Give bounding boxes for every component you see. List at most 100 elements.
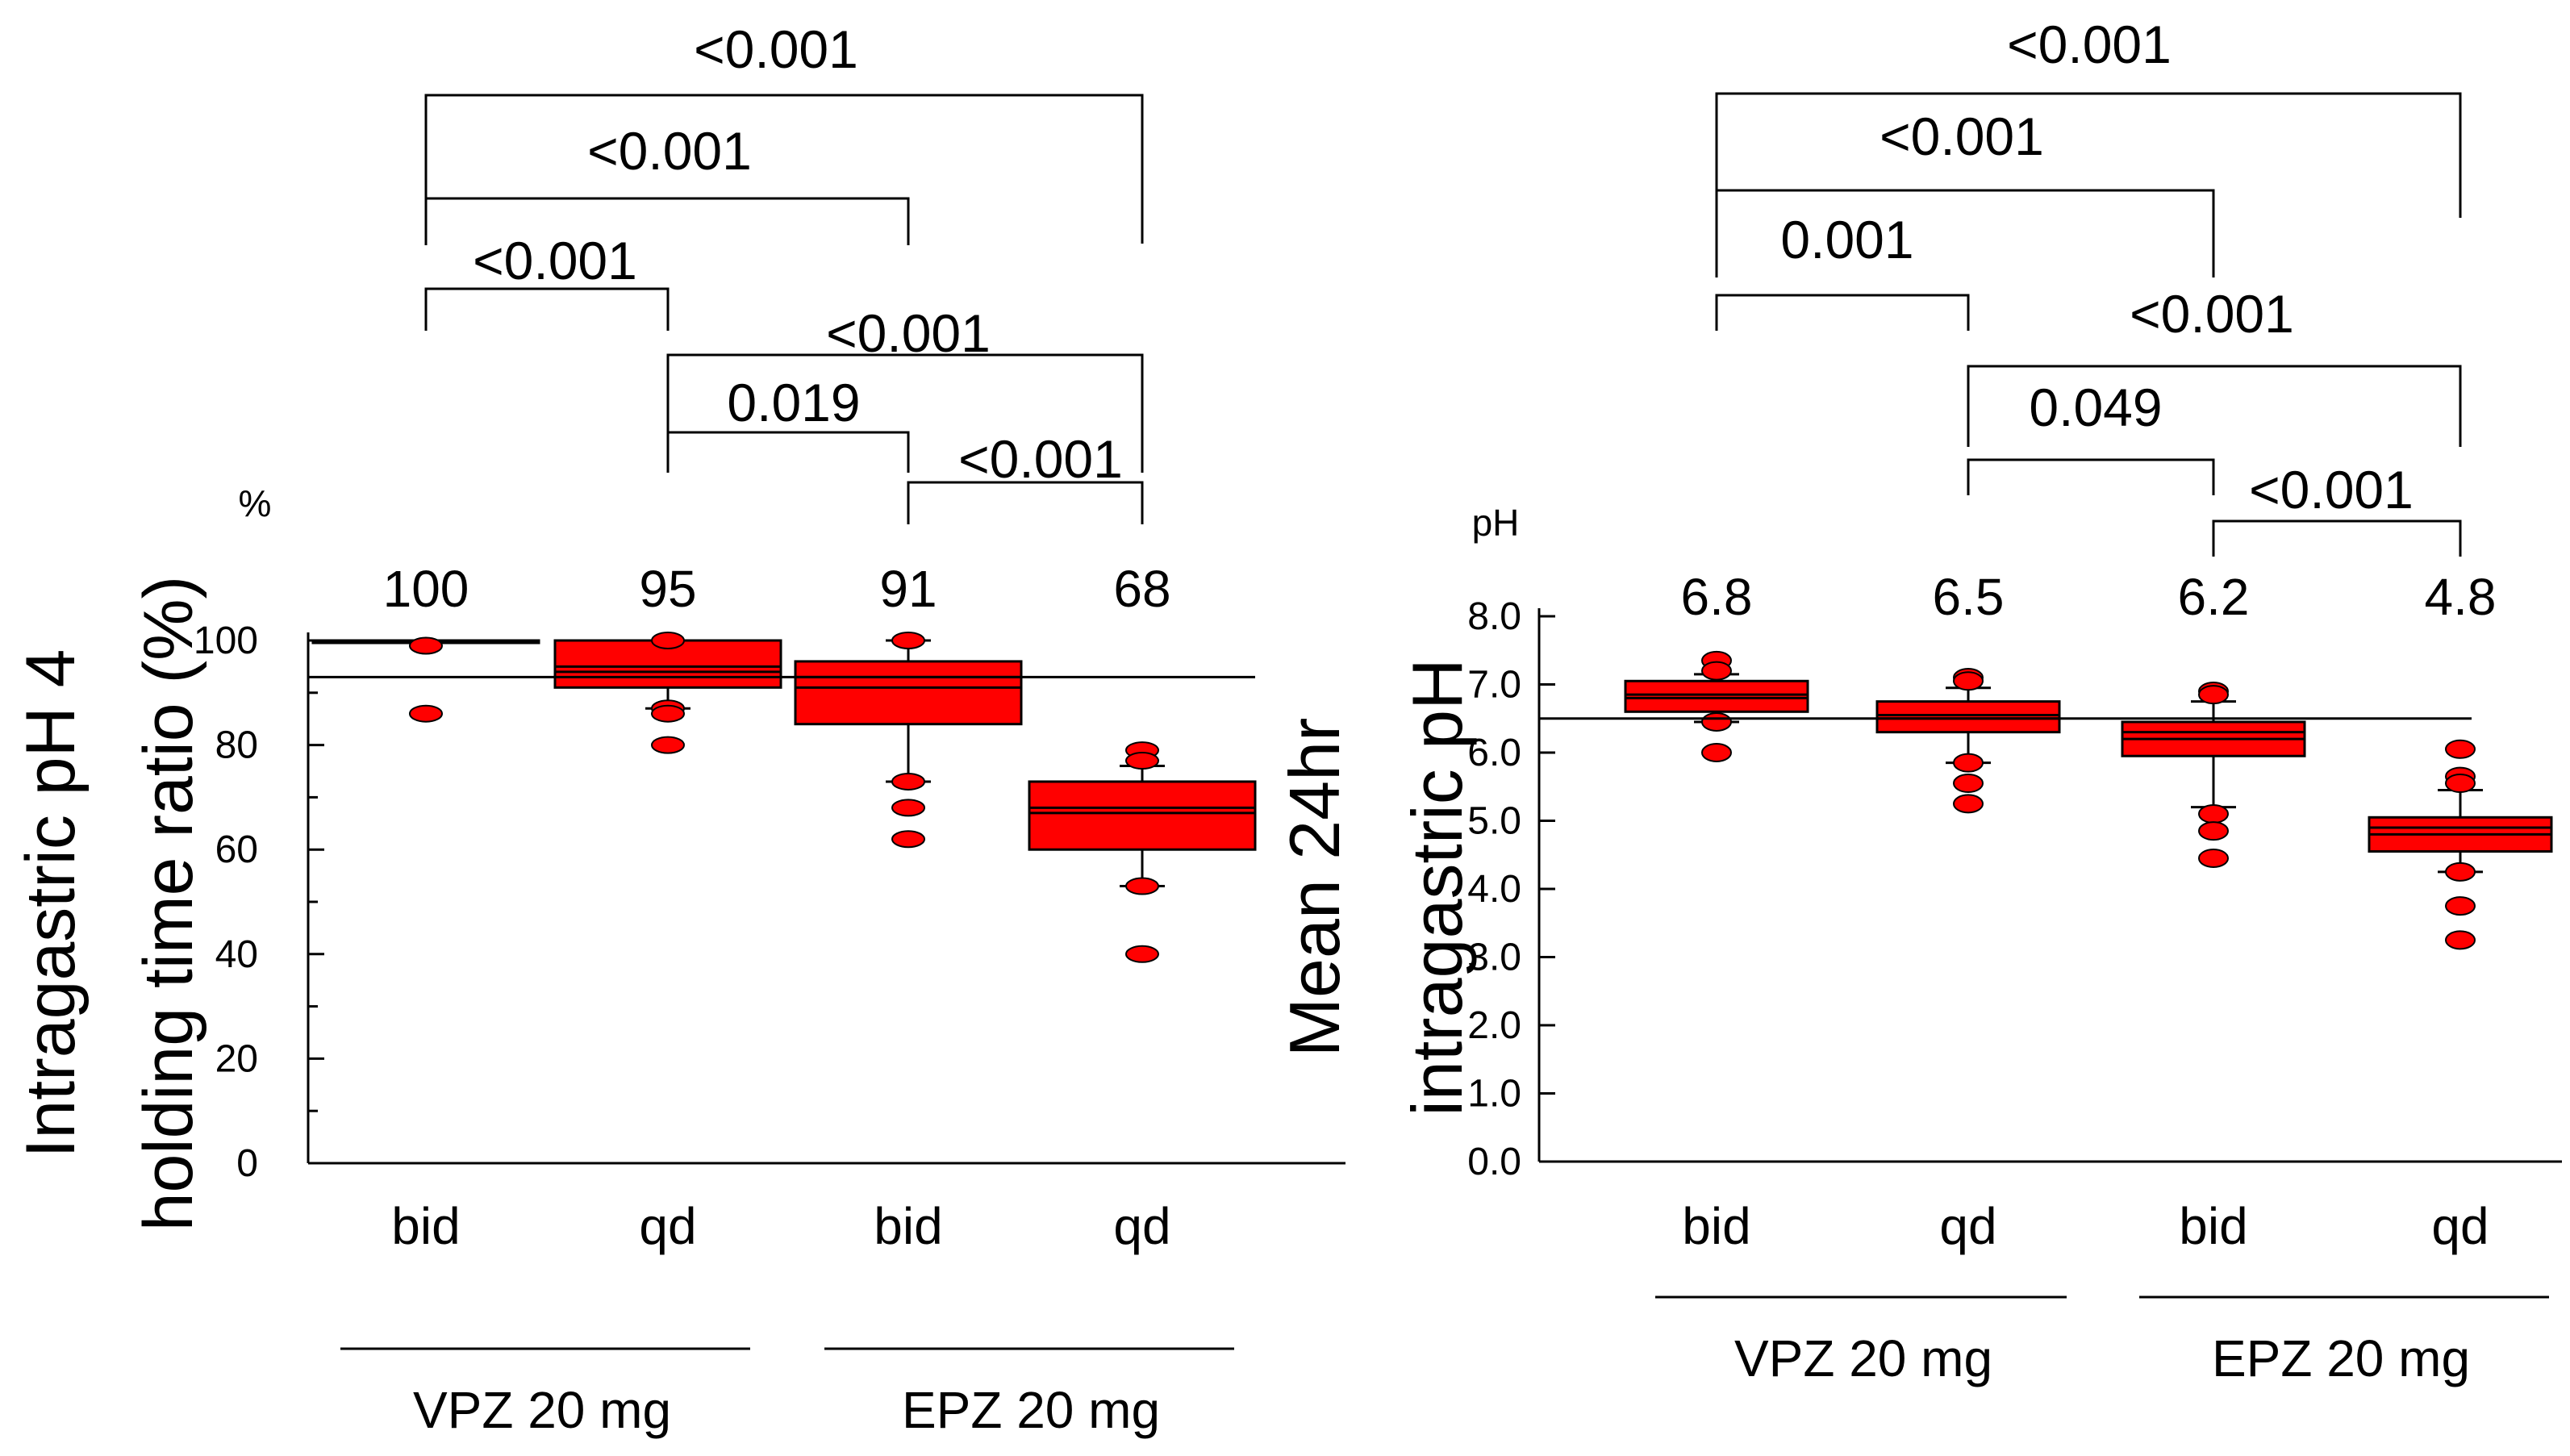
y-tick-label: 0 xyxy=(236,1142,258,1185)
y-tick-label: 3.0 xyxy=(1467,937,1521,979)
outlier-point xyxy=(1125,752,1159,770)
box-iqr xyxy=(553,639,782,689)
outlier-point xyxy=(891,799,925,817)
box-plot-0 xyxy=(311,636,540,723)
significance-bracket-3 xyxy=(666,353,1144,473)
significance-bracket-1 xyxy=(424,197,910,245)
y-axis-title-line2: intragastric pH xyxy=(1397,658,1477,1116)
chart-panel-ph4-holding-ratio: 0 20 40 60 80 100% Intragastric pH 4 holding ti… xyxy=(12,19,1345,1439)
y-tick-label: 6.0 xyxy=(1467,732,1521,774)
y-axis-title-line2: holding time ratio (%) xyxy=(130,576,207,1232)
significance-bracket-5 xyxy=(2212,519,2462,557)
outlier-point xyxy=(891,632,925,649)
outlier-point xyxy=(409,636,443,655)
significance-bracket-2 xyxy=(1715,294,1970,331)
y-tick-label: 60 xyxy=(215,828,258,871)
box-plot-2 xyxy=(794,632,1023,849)
outlier-point xyxy=(2198,821,2229,841)
box-plot-1 xyxy=(1875,668,2061,814)
significance-bracket-0 xyxy=(1715,92,2462,218)
outlier-point xyxy=(409,704,443,723)
outlier-point xyxy=(2445,739,2476,759)
group-label-1: EPZ 20 mg xyxy=(2212,1329,2470,1387)
y-tick-label: 80 xyxy=(215,724,258,767)
y-tick-label: 100 xyxy=(194,620,258,662)
group-label-1: EPZ 20 mg xyxy=(902,1381,1160,1439)
p-value-label-2: 0.001 xyxy=(1780,210,1913,269)
outlier-point xyxy=(2198,685,2229,705)
outlier-point xyxy=(1953,753,1984,773)
outlier-point xyxy=(2445,774,2476,794)
outlier-point xyxy=(2445,930,2476,950)
outlier-point xyxy=(1953,774,1984,794)
p-value-label-3: <0.001 xyxy=(826,303,991,363)
y-axis-title-line1: Intragastric pH 4 xyxy=(12,649,90,1158)
box-plot-3 xyxy=(2368,739,2553,950)
box-plot-2 xyxy=(2121,681,2306,868)
significance-bracket-2 xyxy=(424,287,670,331)
group-label-0: VPZ 20 mg xyxy=(413,1381,671,1439)
median-value-label-0: 100 xyxy=(383,560,469,618)
significance-bracket-0 xyxy=(424,94,1144,244)
outlier-point xyxy=(2445,862,2476,882)
box-plot-1 xyxy=(553,632,782,754)
box-iqr xyxy=(794,660,1023,726)
outlier-point xyxy=(1125,877,1159,895)
box-iqr xyxy=(1624,679,1809,713)
median-value-label-3: 4.8 xyxy=(2425,568,2497,626)
outlier-point xyxy=(651,704,685,723)
median-value-label-1: 6.5 xyxy=(1933,568,2005,626)
median-value-label-1: 95 xyxy=(639,560,696,618)
x-category-label-2: bid xyxy=(2179,1197,2247,1255)
y-tick-label: 8.0 xyxy=(1467,595,1521,638)
outlier-point xyxy=(651,632,685,649)
group-label-0: VPZ 20 mg xyxy=(1734,1329,1992,1387)
y-tick-label: 0.0 xyxy=(1467,1141,1521,1183)
x-category-label-3: qd xyxy=(1113,1197,1170,1255)
box-iqr xyxy=(1028,780,1257,851)
significance-bracket-4 xyxy=(1967,458,2215,495)
outlier-point xyxy=(1125,945,1159,963)
y-tick-label: 5.0 xyxy=(1467,800,1521,843)
x-category-label-3: qd xyxy=(2431,1197,2489,1255)
median-value-label-0: 6.8 xyxy=(1681,568,1753,626)
median-value-label-2: 91 xyxy=(879,560,937,618)
chart-panel-mean-24hr-ph: 0.0 1.0 2.0 3.0 4.0 5.0 6.0 7.0 8.0 pH Mean 24hr in… xyxy=(1275,15,2562,1387)
outlier-point xyxy=(1701,743,1732,762)
box-plot-0 xyxy=(1624,650,1809,762)
y-tick-label: 7.0 xyxy=(1467,664,1521,707)
p-value-label-5: <0.001 xyxy=(958,429,1123,489)
p-value-label-4: 0.049 xyxy=(2029,378,2162,437)
y-tick-label: 20 xyxy=(215,1037,258,1080)
significance-bracket-1 xyxy=(1715,189,2215,277)
y-unit-label: pH xyxy=(1472,502,1520,544)
x-category-label-1: qd xyxy=(1939,1197,1996,1255)
p-value-label-1: <0.001 xyxy=(1880,106,2044,166)
p-value-label-0: <0.001 xyxy=(694,19,858,79)
outlier-point xyxy=(2198,804,2229,824)
significance-bracket-3 xyxy=(1967,365,2462,447)
box-iqr xyxy=(1875,700,2061,734)
y-tick-label: 1.0 xyxy=(1467,1073,1521,1116)
p-value-label-1: <0.001 xyxy=(587,121,752,181)
x-category-label-1: qd xyxy=(639,1197,696,1255)
median-value-label-2: 6.2 xyxy=(2178,568,2250,626)
significance-bracket-4 xyxy=(666,431,910,473)
y-tick-label: 4.0 xyxy=(1467,868,1521,911)
p-value-label-5: <0.001 xyxy=(2249,460,2414,519)
outlier-point xyxy=(1701,711,1732,732)
y-tick-label: 40 xyxy=(215,933,258,976)
x-category-label-2: bid xyxy=(874,1197,942,1255)
outlier-point xyxy=(1953,671,1984,691)
y-tick-label: 2.0 xyxy=(1467,1004,1521,1047)
median-value-label-3: 68 xyxy=(1113,560,1170,618)
outlier-point xyxy=(1953,794,1984,814)
significance-bracket-5 xyxy=(907,481,1144,524)
p-value-label-3: <0.001 xyxy=(2130,284,2294,344)
x-category-label-0: bid xyxy=(391,1197,460,1255)
outlier-point xyxy=(2445,896,2476,916)
p-value-label-0: <0.001 xyxy=(2007,15,2172,74)
outlier-point xyxy=(1701,661,1732,681)
outlier-point xyxy=(891,830,925,849)
